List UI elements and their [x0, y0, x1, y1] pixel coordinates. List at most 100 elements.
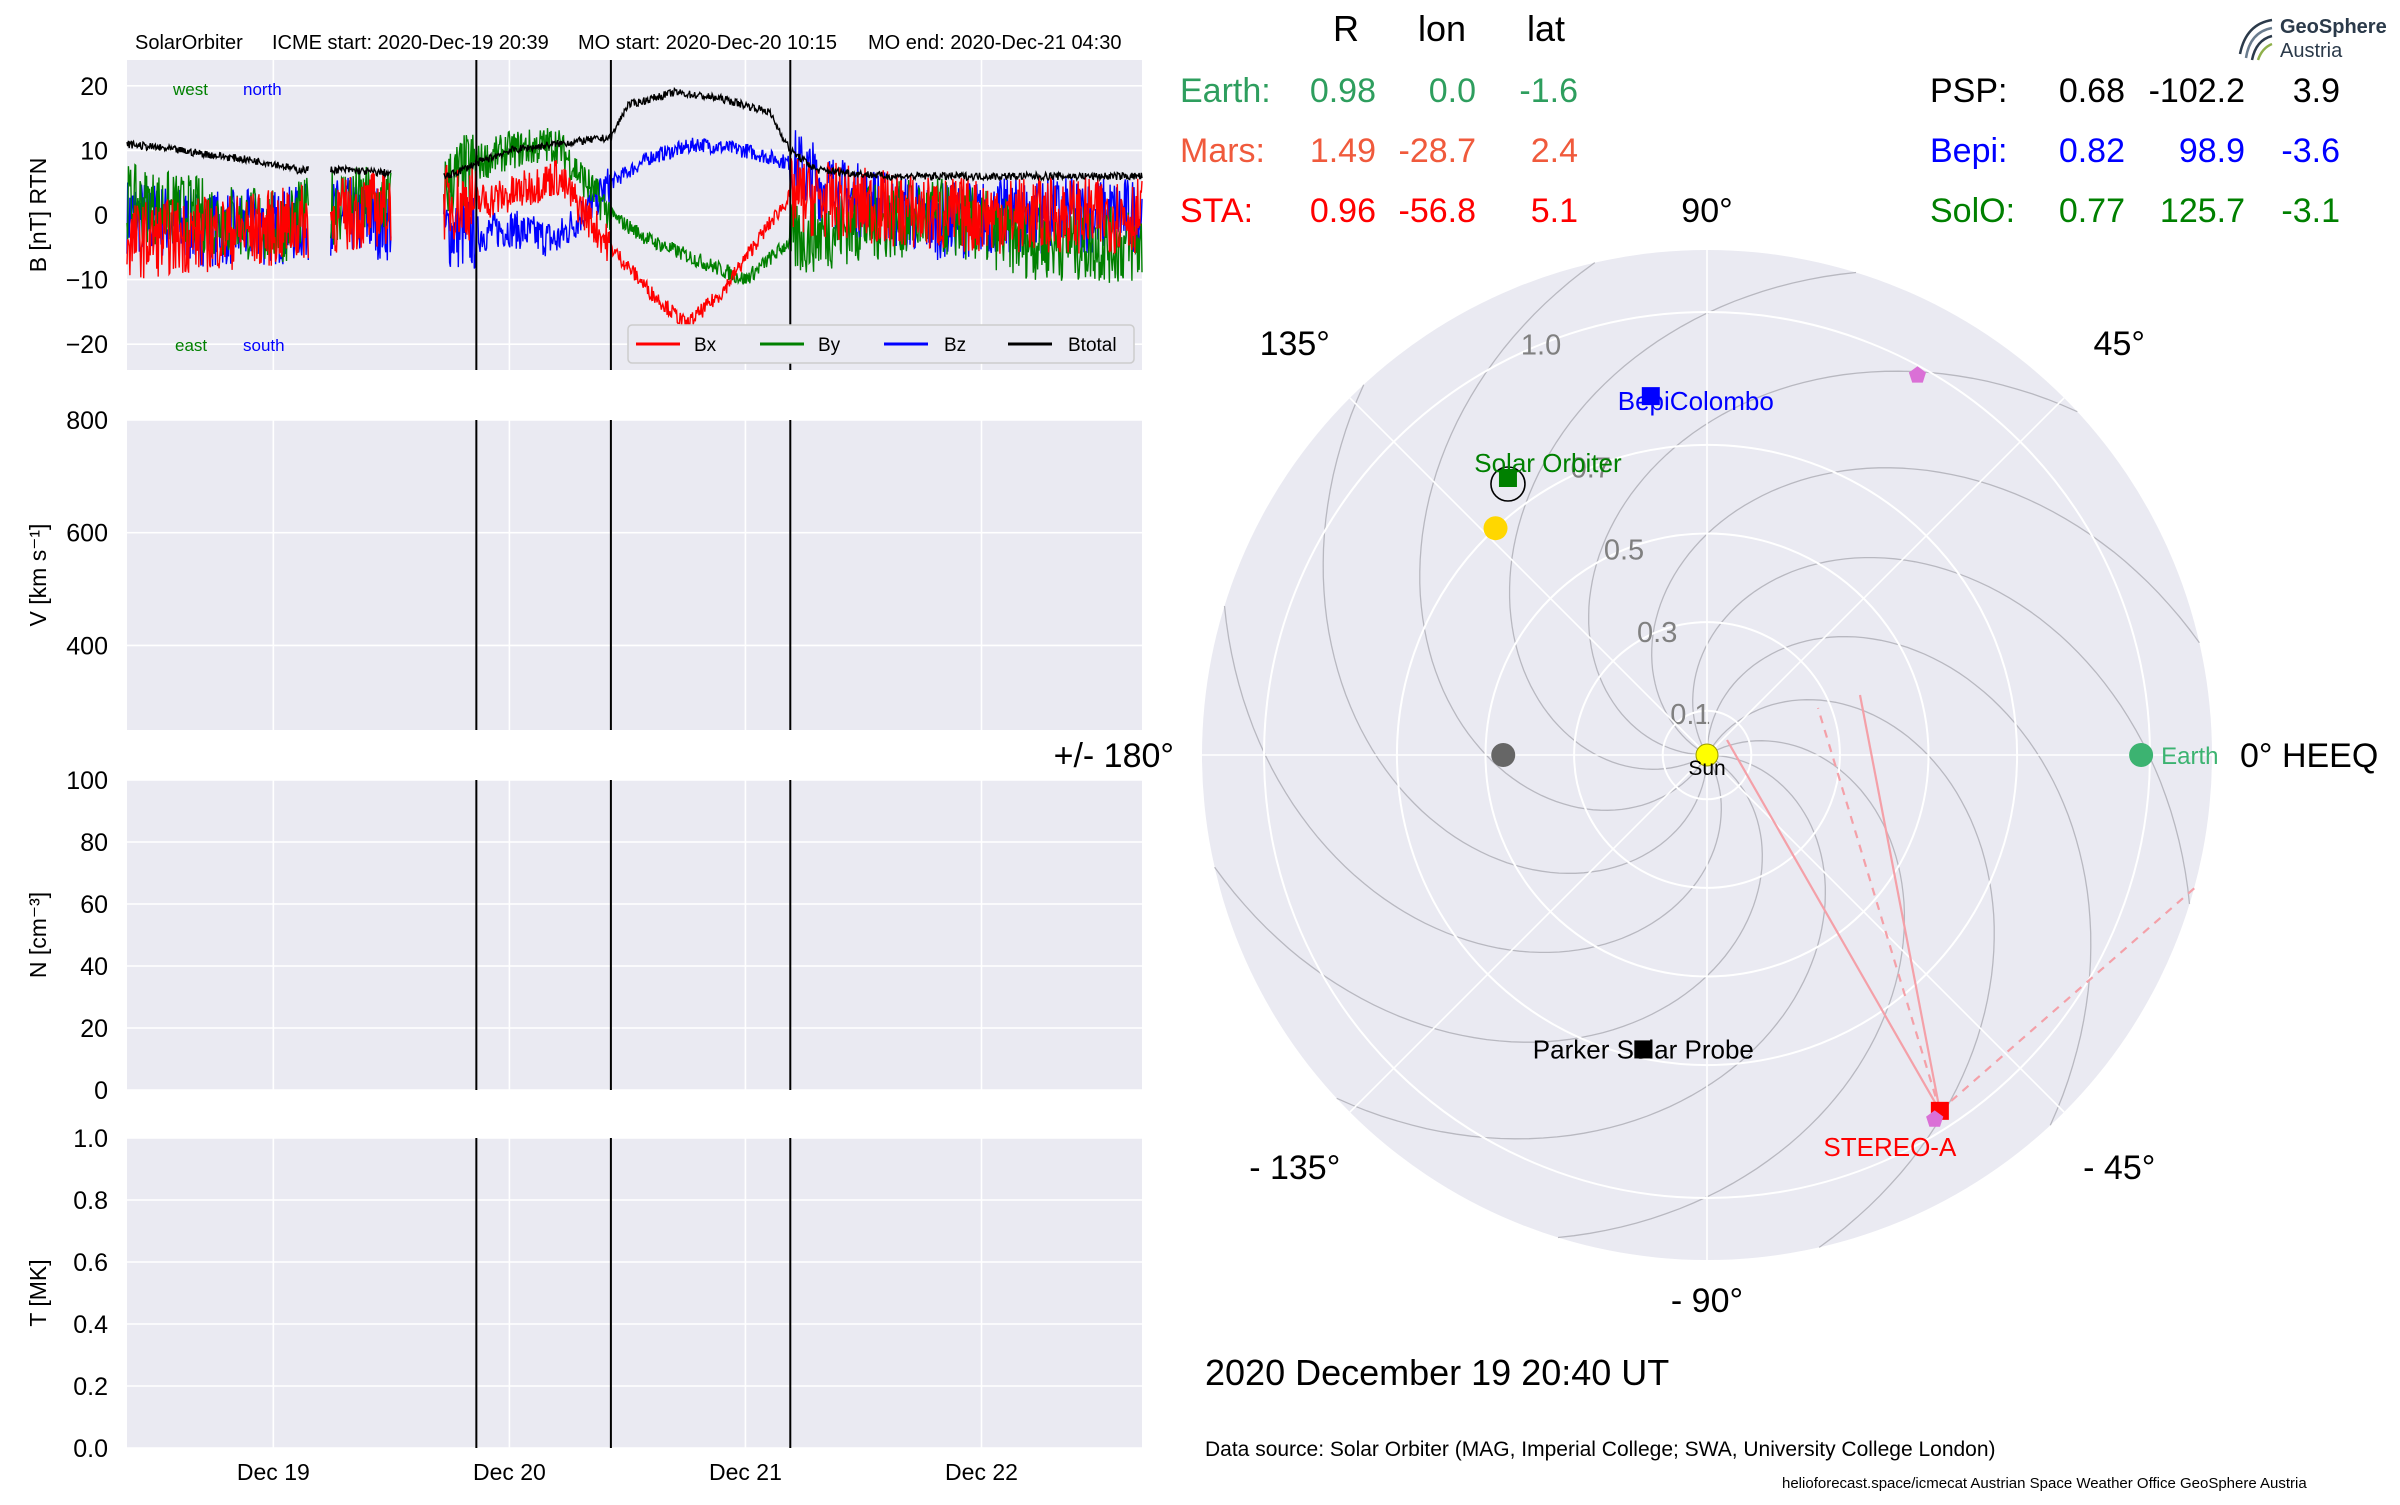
marker-solar-orbiter	[1498, 469, 1517, 488]
ylabel-b: B [nT] RTN	[25, 158, 51, 273]
ytick-label: 600	[66, 520, 108, 548]
ytick-label: 0	[94, 202, 108, 230]
ytick-label: 60	[80, 891, 108, 919]
angle-label: 135°	[1260, 325, 1330, 363]
logo-mark-icon	[2238, 18, 2273, 61]
title-icme-start: ICME start: 2020-Dec-19 20:39	[272, 32, 549, 54]
angle-label: - 135°	[1249, 1149, 1340, 1187]
label-sun: Sun	[1688, 757, 1725, 780]
spiral-line	[1336, 754, 1826, 1140]
marker-earth	[2129, 743, 2154, 767]
marker-sun	[1695, 743, 1719, 767]
table-mars-lon: -28.7	[1398, 132, 1477, 170]
marker-circle	[1491, 743, 1516, 767]
table-earth-r: 0.98	[1309, 72, 1376, 110]
ytick-label: 100	[66, 767, 108, 795]
ytick-label: 400	[66, 632, 108, 660]
table-sta-name: STA:	[1180, 192, 1254, 230]
panel-n-background	[127, 780, 1142, 1090]
xtick-label: Dec 22	[945, 1459, 1018, 1485]
table-earth-name: Earth:	[1180, 72, 1271, 110]
angle-label: +/- 180°	[1054, 737, 1174, 775]
table-earth-lon: 0.0	[1428, 72, 1476, 110]
series-bx	[126, 158, 1143, 333]
spiral-line	[1214, 754, 1763, 1043]
table-psp-lon: -102.2	[2148, 72, 2245, 110]
ytick-label: 40	[80, 953, 108, 981]
legend-box	[627, 324, 1135, 364]
spiral-line	[1651, 467, 2200, 756]
label-parker-solar-probe: Parker Solar Probe	[1533, 1034, 1754, 1064]
ytick-label: 1.0	[73, 1125, 108, 1153]
fov-line	[1816, 707, 1941, 1112]
ylabel-n: N [cm⁻³]	[25, 892, 51, 978]
label-earth: Earth	[2161, 743, 2218, 770]
ytick-label: 800	[66, 407, 108, 435]
radial-tick-label: 0.1	[1670, 699, 1710, 731]
table-solo-name: SolO:	[1930, 192, 2016, 230]
spiral-line	[1706, 636, 2092, 1126]
legend-btotal: Btotal	[1068, 335, 1117, 356]
table-earth-lat: -1.6	[1519, 72, 1578, 110]
plot-datetime: 2020 December 19 20:40 UT	[1205, 1352, 1670, 1393]
radial-tick-label: 0.5	[1604, 535, 1644, 567]
ylabel-t: T [MK]	[25, 1259, 51, 1326]
table-psp-r: 0.68	[2058, 72, 2125, 110]
solo-ring	[1490, 466, 1526, 502]
table-bepi-r: 0.82	[2058, 132, 2125, 170]
table-header-lat: lat	[1527, 8, 1566, 49]
angle-label: - 45°	[2083, 1149, 2155, 1187]
marker-circle	[1483, 516, 1508, 541]
label-bepicolombo: BepiColombo	[1618, 386, 1774, 416]
angle-spoke	[1349, 397, 1708, 756]
spiral-line	[1557, 740, 1906, 1239]
label-stereo-a: STEREO-A	[1823, 1132, 1957, 1162]
spiral-line	[1588, 370, 2078, 756]
ytick-label: −10	[66, 267, 108, 295]
angle-label: 0° HEEQ	[2240, 737, 2378, 775]
angle-spoke	[1349, 754, 1708, 1113]
label-east: east	[175, 336, 207, 355]
ytick-label: 0	[94, 1077, 108, 1105]
xtick-label: Dec 21	[709, 1459, 782, 1485]
logo-line1: GeoSphere	[2280, 16, 2387, 38]
fov-line	[1858, 694, 1941, 1112]
table-sta-lat: 5.1	[1530, 192, 1578, 230]
label-south: south	[243, 336, 285, 355]
label-north: north	[243, 80, 282, 99]
series-btotal	[126, 86, 1143, 182]
table-bepi-name: Bepi:	[1930, 132, 2008, 170]
stereo-a-fov	[1726, 694, 2199, 1112]
fov-line	[1939, 884, 2199, 1112]
angle-spoke	[1706, 397, 2065, 756]
geosphere-logo: GeoSphere Austria	[2236, 12, 2387, 72]
table-solo-lat: -3.1	[2281, 192, 2340, 230]
ytick-label: 20	[80, 1015, 108, 1043]
label-solar-orbiter: Solar Orbiter	[1474, 448, 1622, 478]
xtick-label: Dec 19	[237, 1459, 310, 1485]
spiral-line	[1223, 605, 1722, 954]
ytick-label: 10	[80, 137, 108, 165]
fov-line	[1726, 739, 1941, 1112]
legend-bz: Bz	[944, 335, 966, 356]
panel-v-background	[127, 420, 1142, 730]
logo-line2: Austria	[2280, 40, 2343, 62]
table-mars-name: Mars:	[1180, 132, 1265, 170]
legend-by: By	[818, 335, 841, 356]
table-bepi-lon: 98.9	[2178, 132, 2245, 170]
ytick-label: 0.8	[73, 1187, 108, 1215]
ytick-label: 0.6	[73, 1249, 108, 1277]
table-header-lon: lon	[1418, 8, 1467, 49]
table-psp-name: PSP:	[1930, 72, 2008, 110]
radial-tick-label: 1.0	[1521, 329, 1561, 361]
ytick-label: 20	[80, 73, 108, 101]
angle-label: 45°	[2094, 325, 2145, 363]
table-header-r: R	[1333, 8, 1359, 49]
spiral-line	[1692, 556, 2191, 905]
ytick-label: 0.2	[73, 1373, 108, 1401]
label-west: west	[172, 80, 208, 99]
angle-label: - 90°	[1671, 1282, 1743, 1320]
ylabel-v: V [km s⁻¹]	[25, 524, 51, 627]
marker-pentagon	[1926, 1110, 1944, 1127]
spiral-line	[1706, 699, 1995, 1248]
